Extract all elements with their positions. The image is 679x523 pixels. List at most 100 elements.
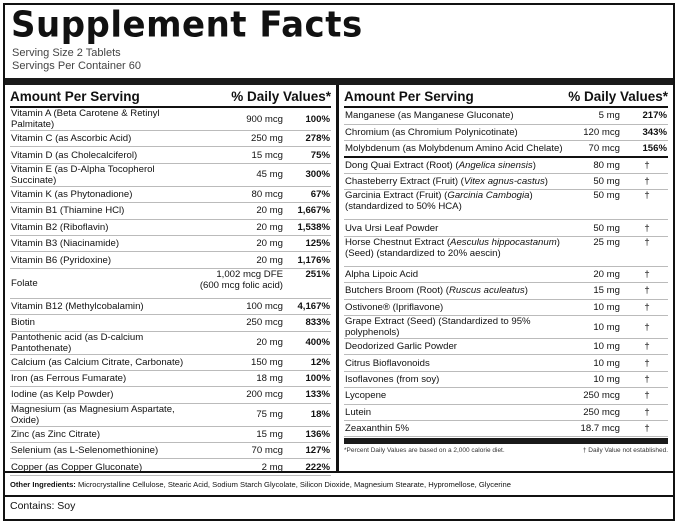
daily-value: † <box>626 219 668 237</box>
text: ) <box>544 176 548 188</box>
amount: 20 mg <box>198 331 289 355</box>
table-row: Citrus Bioflavonoids 10 mg † <box>344 354 668 372</box>
table-row: Vitamin B3 (Niacinamide) 20 mg 125% <box>10 235 331 253</box>
text: 10 mg <box>593 321 620 333</box>
daily-value: † <box>626 315 668 340</box>
text: Vitex agnus-castus <box>463 176 545 188</box>
amount: 900 mcg <box>198 108 289 131</box>
right-column: Amount Per Serving % Daily Values* Mangan… <box>339 85 673 471</box>
amount: 50 mg <box>579 173 626 191</box>
ingredient-name: Garcinia Extract (Fruit) (Garcinia Cambo… <box>344 189 580 221</box>
table-row: Chromium (as Chromium Polynicotinate) 120… <box>344 124 668 142</box>
amount: 200 mcg <box>198 386 289 404</box>
text: 70 mcg <box>251 445 283 457</box>
thick-divider <box>5 78 673 85</box>
text: Aesculus hippocastanum <box>450 236 557 248</box>
amount: 50 mg <box>579 189 626 221</box>
text: 20 mg <box>256 205 283 217</box>
amount: 10 mg <box>579 338 626 356</box>
daily-value: 100% <box>289 108 331 131</box>
text: 50 mg <box>593 176 620 188</box>
text: 250 mg <box>251 133 283 145</box>
text: Alpha Lipoic Acid <box>345 269 419 281</box>
serving-size: Serving Size 2 Tablets <box>12 47 121 59</box>
amount: 150 mg <box>198 354 289 371</box>
text: Vitamin B2 (Riboflavin) <box>11 221 109 233</box>
text: Dong Quai Extract (Root) ( <box>345 160 459 172</box>
text: Iodine (as Kelp Powder) <box>11 389 114 401</box>
text: Iron (as Ferrous Fumarate) <box>11 373 127 385</box>
text: 80 mg <box>593 160 620 172</box>
table-row: Lycopene 250 mcg † <box>344 387 668 405</box>
text: Vitamin B6 (Pyridoxine) <box>11 254 112 266</box>
text: 25 mg <box>593 236 620 248</box>
text: 50 mg <box>593 222 620 234</box>
ingredient-name: Vitamin K (as Phytonadione) <box>10 186 199 204</box>
column-header: Amount Per Serving % Daily Values* <box>344 85 668 108</box>
table-row: Vitamin K (as Phytonadione) 80 mcg 67% <box>10 186 331 204</box>
text: 20 mg <box>593 269 620 281</box>
table-row: Manganese (as Manganese Gluconate) 5 mg 21… <box>344 108 668 125</box>
daily-value: 75% <box>289 146 331 164</box>
daily-value: † <box>626 236 668 267</box>
ingredient-name: Uva Ursi Leaf Powder <box>344 219 580 237</box>
text: Lutein <box>345 406 372 418</box>
text: 15 mcg <box>251 149 283 161</box>
amount: 5 mg <box>579 108 626 125</box>
amount: 250 mcg <box>579 387 626 405</box>
text: 5 mg <box>598 110 620 122</box>
table-row: Iron (as Ferrous Fumarate) 18 mg 100% <box>10 370 331 388</box>
amount: 18 mg <box>198 370 289 388</box>
footnote-dv: *Percent Daily Values are based on a 2,0… <box>344 447 505 455</box>
ingredient-name: Iodine (as Kelp Powder) <box>10 386 199 404</box>
dv-header: % Daily Values* <box>231 89 331 104</box>
daily-value: † <box>626 282 668 300</box>
table-row: Vitamin B2 (Riboflavin) 20 mg 1,538% <box>10 219 331 236</box>
text: 80 mcg <box>251 188 283 200</box>
amount: 10 mg <box>579 371 626 389</box>
text: Zinc (as Zinc Citrate) <box>11 428 101 440</box>
text: Lycopene <box>345 390 387 402</box>
text: Garcinia Cambogia <box>447 190 530 202</box>
text: Isoflavones (from soy) <box>345 373 440 385</box>
table-row: Horse Chestnut Extract (Aesculus hippoca… <box>344 236 668 267</box>
table-row: Copper (as Copper Gluconate) 2 mg 222% <box>10 458 331 476</box>
text: Citrus Bioflavonoids <box>345 357 430 369</box>
amount: 50 mg <box>579 219 626 237</box>
ingredient-name: Vitamin E (as D-Alpha Tocopherol Succina… <box>10 163 199 187</box>
text: ) <box>532 160 536 172</box>
text: Vitamin D (as Cholecalciferol) <box>11 149 138 161</box>
text: Deodorized Garlic Powder <box>345 341 457 353</box>
footnotes: *Percent Daily Values are based on a 2,0… <box>344 444 668 454</box>
ingredient-name: Calcium (as Calcium Citrate, Carbonate) <box>10 354 199 371</box>
left-column: Amount Per Serving % Daily Values* Vitami… <box>5 85 339 476</box>
ingredient-name: Isoflavones (from soy) <box>344 371 580 389</box>
daily-value: 1,176% <box>289 251 331 269</box>
table-row: Deodorized Garlic Powder 10 mg † <box>344 338 668 356</box>
ingredient-name: Pantothenic acid (as D-calcium Pantothen… <box>10 331 199 355</box>
daily-value: 343% <box>626 124 668 142</box>
amount: 1,002 mcg DFE (600 mcg folic acid) <box>198 268 289 299</box>
table-row: Vitamin C (as Ascorbic Acid) 250 mg 278% <box>10 130 331 148</box>
text: 250 mcg <box>583 406 620 418</box>
daily-value: † <box>626 189 668 221</box>
text: Vitamin B12 (Methylcobalamin) <box>11 300 144 312</box>
daily-value: 100% <box>289 370 331 388</box>
ingredient-name: Dong Quai Extract (Root) (Angelica sinen… <box>344 157 580 175</box>
text: Molybdenum (as Molybdenum Amino Acid Che… <box>345 143 563 155</box>
text: (standardized to 50% HCA) <box>345 201 462 213</box>
table-row: Calcium (as Calcium Citrate, Carbonate) 1… <box>10 354 331 371</box>
daily-value: † <box>626 157 668 175</box>
text: ) <box>529 190 533 202</box>
allergen-statement: Contains: Soy <box>10 500 76 512</box>
amount: 2 mg <box>198 458 289 476</box>
text: 10 mg <box>593 341 620 353</box>
table-row: Selenium (as L-Selenomethionine) 70 mcg 12… <box>10 442 331 460</box>
daily-value: † <box>626 371 668 389</box>
ingredient-name: Vitamin B2 (Riboflavin) <box>10 219 199 236</box>
daily-value: † <box>626 420 668 438</box>
daily-value: † <box>626 404 668 421</box>
ingredient-name: Magnesium (as Magnesium Aspartate, Oxide… <box>10 403 199 427</box>
text: Vitamin B1 (Thiamine HCl) <box>11 205 125 217</box>
text: 20 mg <box>256 337 283 349</box>
